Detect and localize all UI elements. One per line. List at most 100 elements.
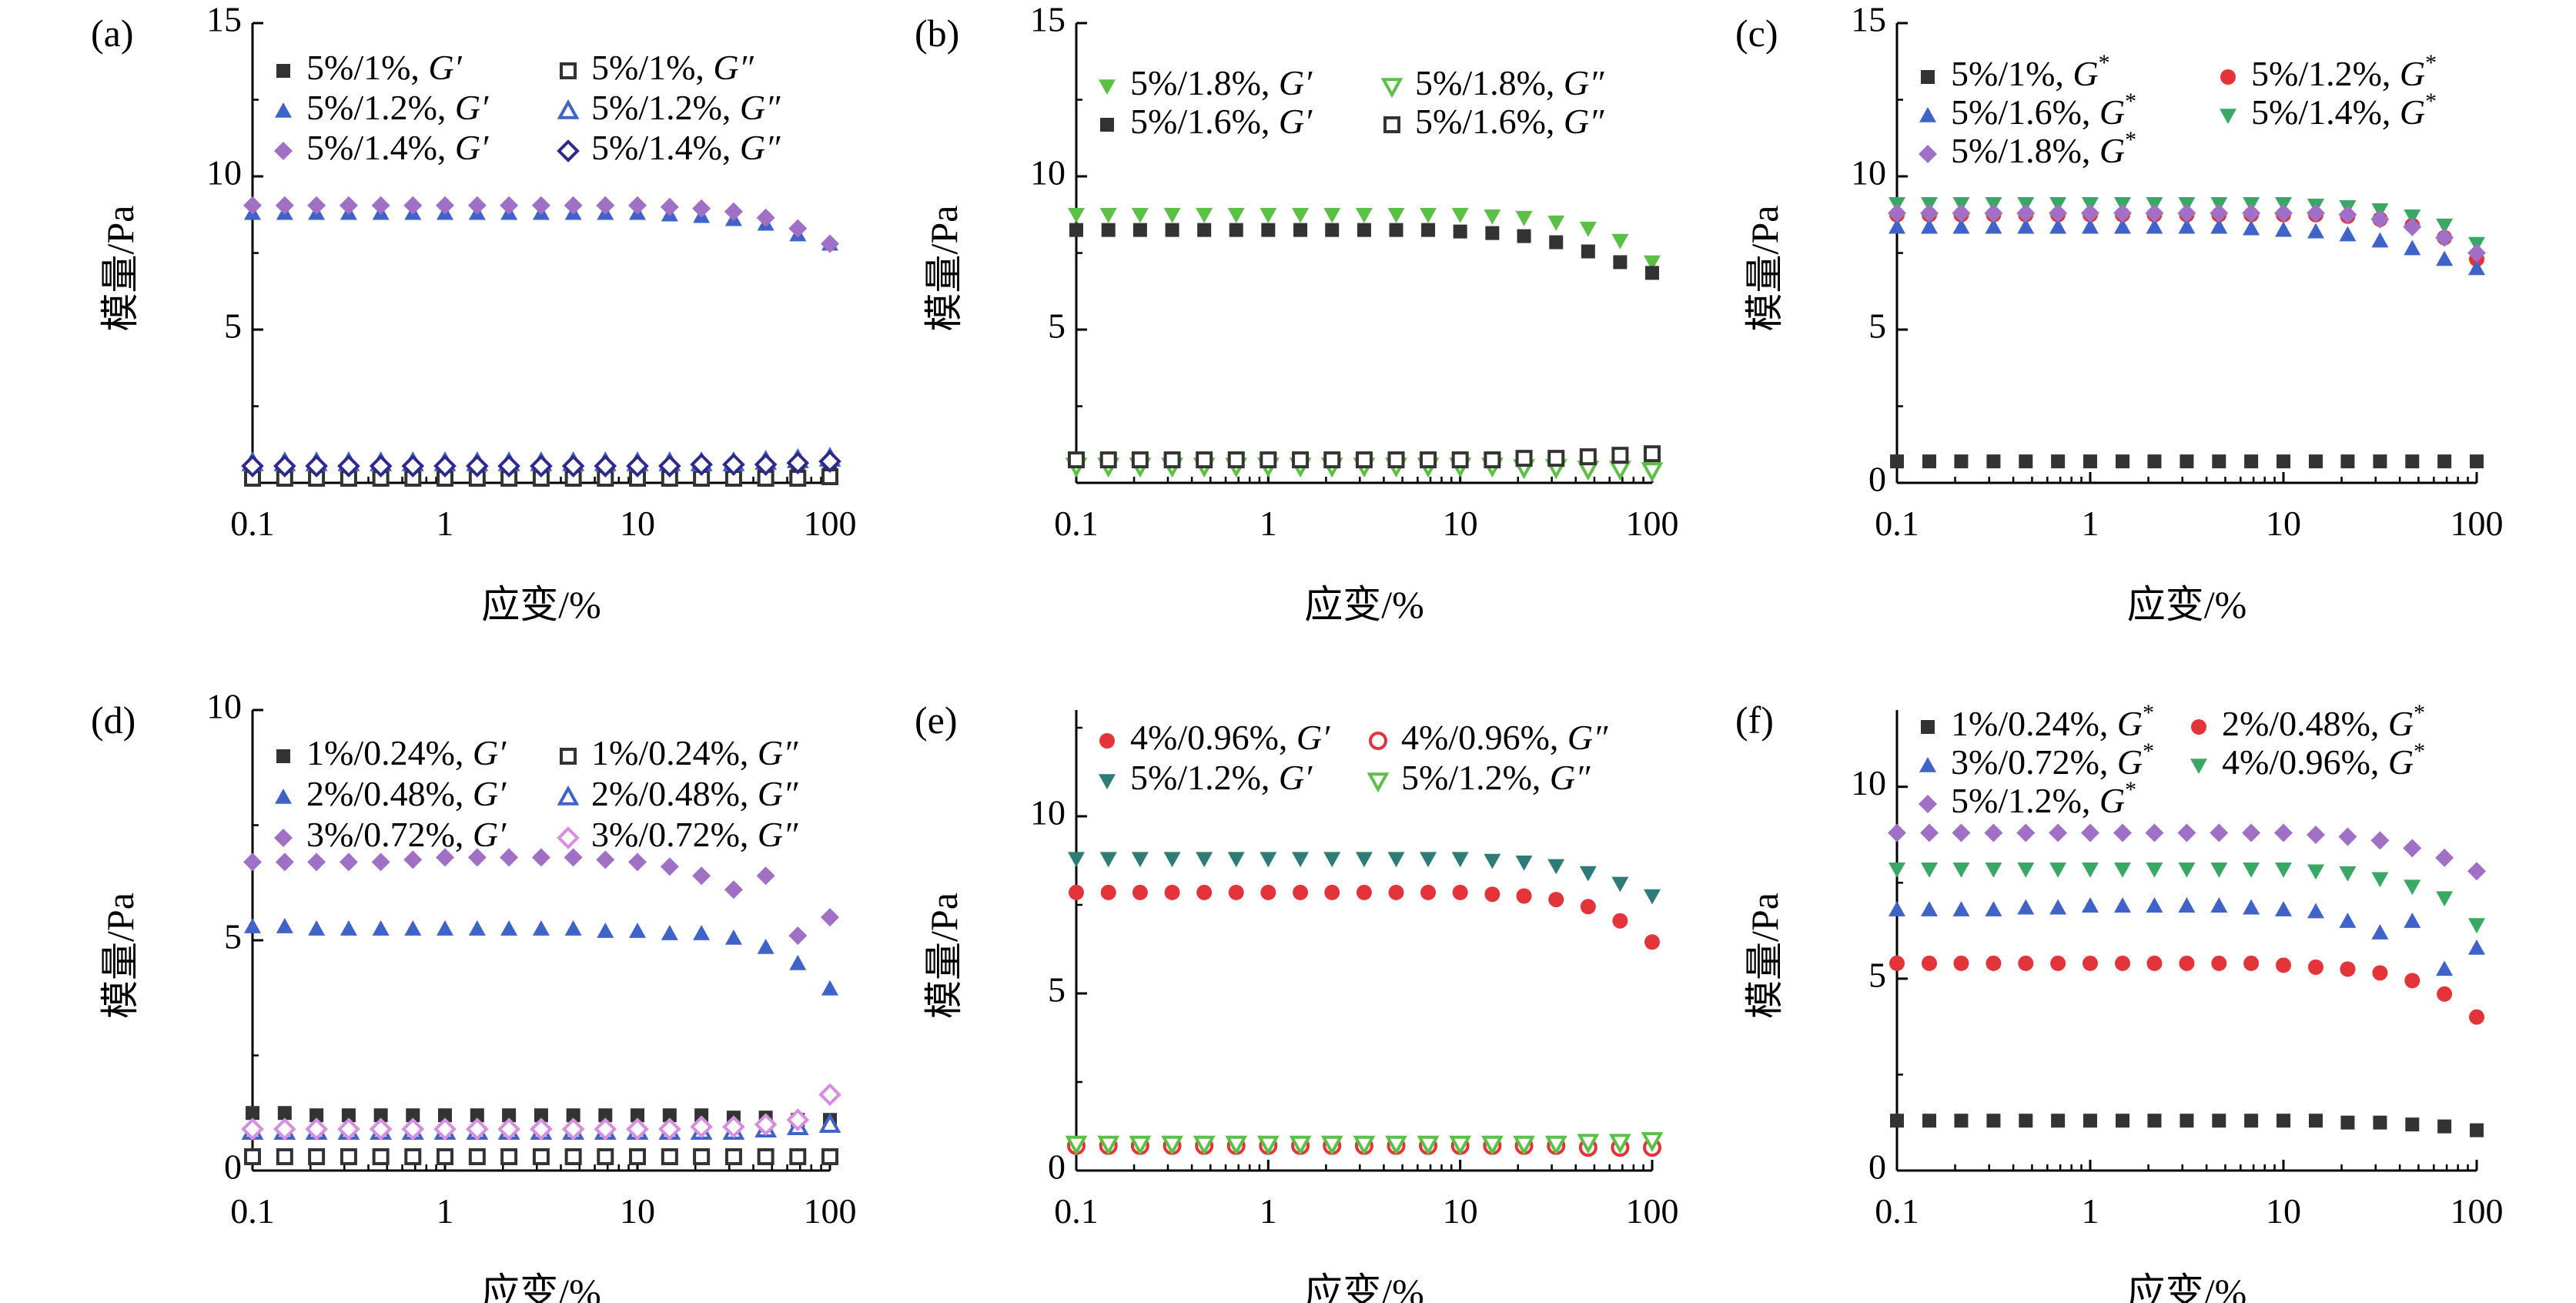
legend-label: 5%/1.8%, G* xyxy=(1951,127,2136,170)
data-point xyxy=(1229,223,1243,237)
data-point xyxy=(1227,451,1245,469)
panel-label: (b) xyxy=(915,12,959,55)
data-point xyxy=(1922,454,1936,469)
data-point xyxy=(307,852,326,872)
y-tick-label: 0 xyxy=(1868,460,1886,499)
data-point xyxy=(2371,872,2389,888)
data-point xyxy=(564,1148,582,1166)
data-point xyxy=(2082,863,2099,878)
data-point xyxy=(564,920,582,936)
legend-marker xyxy=(1919,107,1936,122)
data-point xyxy=(631,1108,644,1123)
data-point xyxy=(1387,451,1405,469)
data-point xyxy=(1227,852,1245,868)
data-point xyxy=(2340,454,2355,469)
data-point xyxy=(722,1115,745,1139)
data-point xyxy=(340,1148,357,1166)
y-tick-label: 5 xyxy=(224,306,242,346)
series-1 xyxy=(1069,884,1660,950)
data-point xyxy=(1953,955,1969,971)
data-point xyxy=(401,454,425,477)
data-point xyxy=(2435,228,2454,247)
data-point xyxy=(1260,207,1277,223)
data-point xyxy=(437,1148,453,1166)
x-tick-label: 100 xyxy=(804,504,857,543)
x-axis-label: 应变/% xyxy=(2127,583,2247,626)
y-axis-label: 模量/Pa xyxy=(922,206,965,332)
data-point xyxy=(2210,218,2228,234)
data-point xyxy=(2242,823,2261,842)
data-point xyxy=(2049,863,2067,878)
data-point xyxy=(660,197,679,216)
data-point xyxy=(1069,884,1084,900)
data-point xyxy=(436,196,454,215)
y-axis-label: 模量/Pa xyxy=(1743,893,1786,1019)
data-point xyxy=(2404,879,2421,896)
y-tick-label: 15 xyxy=(1851,0,1886,39)
data-point xyxy=(1952,863,1970,878)
legend-marker xyxy=(1383,116,1400,133)
legend-label: 5%/1.2%, G′ xyxy=(306,88,489,127)
data-point xyxy=(661,925,678,940)
x-tick-label: 0.1 xyxy=(1054,504,1099,543)
data-point xyxy=(1068,852,1085,868)
data-point xyxy=(1099,451,1117,469)
data-point xyxy=(2113,897,2131,913)
data-point xyxy=(2404,973,2420,989)
legend-label: 5%/1.4%, G″ xyxy=(591,128,781,167)
data-point xyxy=(403,196,423,215)
data-point xyxy=(1292,852,1310,868)
data-point xyxy=(1387,852,1405,868)
legend-label: 5%/1.4%, G* xyxy=(2251,89,2437,132)
data-point xyxy=(1388,884,1404,900)
data-point xyxy=(1324,884,1340,900)
data-point xyxy=(466,454,489,477)
data-point xyxy=(2308,454,2323,469)
x-tick-label: 0.1 xyxy=(1054,1191,1099,1231)
data-point xyxy=(1197,223,1212,237)
data-point xyxy=(1921,955,1937,971)
data-point xyxy=(2212,1114,2226,1128)
data-point xyxy=(1613,255,1628,270)
legend-marker xyxy=(1099,774,1116,789)
data-point xyxy=(1608,1134,1631,1154)
series-3 xyxy=(1068,852,1661,905)
legend-label: 5%/1.2%, G* xyxy=(2251,50,2437,93)
data-point xyxy=(337,454,360,477)
data-point xyxy=(532,920,550,936)
data-point xyxy=(2243,219,2260,236)
data-point xyxy=(1984,823,2003,842)
data-point xyxy=(2338,827,2357,846)
data-point xyxy=(273,454,296,477)
data-point xyxy=(1357,223,1371,237)
data-point xyxy=(373,1108,388,1123)
panel-label: (a) xyxy=(91,12,134,55)
data-point xyxy=(1889,863,1905,878)
data-point xyxy=(2467,862,2486,881)
series-4 xyxy=(1065,1132,1664,1156)
y-tick-label: 10 xyxy=(1030,153,1066,193)
data-point xyxy=(564,196,583,215)
data-point xyxy=(1451,451,1469,469)
data-point xyxy=(2113,863,2131,878)
data-point xyxy=(1100,884,1116,900)
data-point xyxy=(1163,852,1181,868)
data-point xyxy=(2049,218,2067,234)
data-point xyxy=(594,1117,617,1141)
data-point xyxy=(626,1117,649,1141)
data-point xyxy=(531,196,550,215)
legend-label: 5%/1.4%, G′ xyxy=(306,128,489,167)
y-tick-label: 5 xyxy=(1868,955,1886,994)
data-point xyxy=(564,848,583,867)
data-point xyxy=(788,219,808,238)
data-point xyxy=(2017,218,2035,234)
data-point xyxy=(1484,451,1501,469)
data-point xyxy=(2470,1123,2484,1137)
data-point xyxy=(1985,218,2002,234)
legend-marker xyxy=(1099,79,1116,95)
x-tick-label: 100 xyxy=(1626,504,1679,543)
data-point xyxy=(2113,218,2131,234)
